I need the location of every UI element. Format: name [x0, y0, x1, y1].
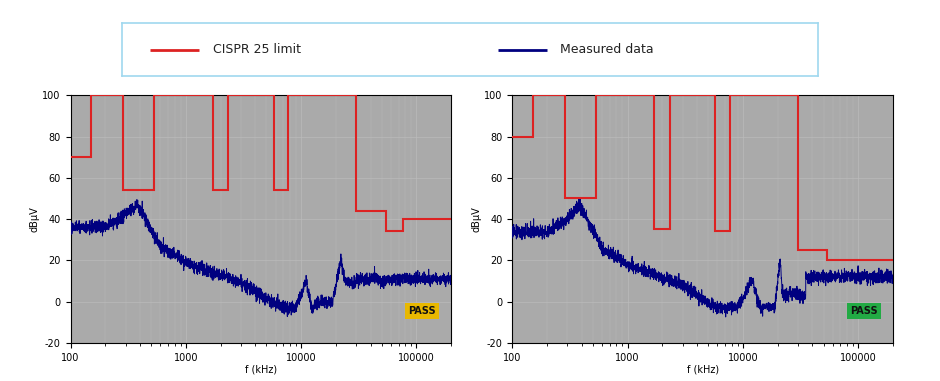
Text: Measured data: Measured data [560, 43, 654, 56]
X-axis label: f (kHz): f (kHz) [686, 364, 719, 374]
Text: PASS: PASS [850, 306, 878, 315]
Y-axis label: dBµV: dBµV [472, 206, 481, 232]
X-axis label: f (kHz): f (kHz) [244, 364, 277, 374]
Y-axis label: dBµV: dBµV [30, 206, 39, 232]
Text: PASS: PASS [408, 306, 436, 315]
Text: CISPR 25 limit: CISPR 25 limit [212, 43, 301, 56]
